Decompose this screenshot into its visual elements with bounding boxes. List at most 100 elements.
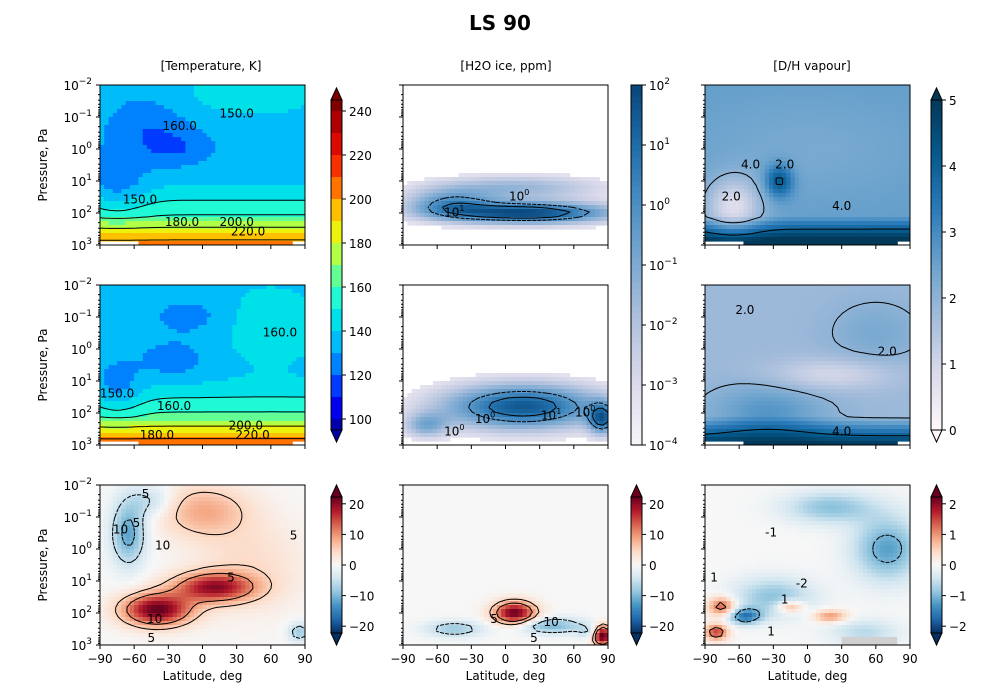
- colorbar-diff-h2o-ice: −20 −10 0 10 20: [630, 483, 674, 647]
- figure-title: LS 90: [469, 11, 531, 35]
- contour-line: [435, 618, 589, 635]
- contour-label: 4.0: [741, 158, 760, 172]
- y-axis: [399, 84, 403, 246]
- colorbar-tick-label: 100: [649, 197, 670, 213]
- x-tick-label: 0: [804, 652, 812, 666]
- y-axis-label: Pressure, Pa: [36, 129, 50, 202]
- colorbar-temperature: 100 120 140 160 180 200 220 240: [330, 86, 372, 444]
- colorbar-tick-label: 10−1: [649, 257, 678, 273]
- contour-label: 4.0: [832, 199, 851, 213]
- contour-label: 160.0: [163, 119, 197, 133]
- x-tick-label: 0: [502, 652, 510, 666]
- x-tick-label: −90: [390, 652, 415, 666]
- contour-line: [489, 598, 608, 645]
- y-tick-label: 10−1: [63, 509, 92, 525]
- panel-dh_top: 4.0 2.0 2.0 4.0: [701, 84, 911, 249]
- colorbar-tick-label: 240: [349, 105, 372, 119]
- contour-line: [100, 411, 305, 419]
- contour-label: 5: [147, 631, 155, 645]
- colorbar-extend-top: [330, 483, 343, 498]
- contour-label: 150.0: [123, 193, 157, 207]
- y-tick-label: 10−2: [63, 77, 92, 93]
- x-tick-label: −60: [122, 652, 147, 666]
- contour-label: 100: [444, 423, 464, 439]
- contour-label: -1: [765, 526, 777, 540]
- contour-label: 2.0: [878, 345, 897, 359]
- contour-line: [115, 491, 273, 631]
- contour-label: 2.0: [722, 190, 741, 204]
- column-header-temperature: [Temperature, K]: [161, 59, 262, 73]
- colorbar-tick-label: 120: [349, 369, 372, 383]
- colorbar-tick-label: 1: [949, 358, 957, 372]
- heatmap-cells: [100, 485, 305, 645]
- contour-line: [708, 602, 727, 638]
- contour-label: 200.0: [229, 418, 263, 432]
- y-axis: [701, 284, 705, 446]
- x-tick-label: −90: [692, 652, 717, 666]
- contour-line: [468, 391, 608, 430]
- contour-label: 220.0: [231, 225, 265, 239]
- x-axis: [704, 445, 911, 449]
- contour-lines: [100, 199, 305, 241]
- heatmap-cells: [100, 85, 305, 245]
- y-axis: [96, 484, 100, 646]
- panel-dh_mid: 2.0 2.0 4.0: [701, 284, 911, 449]
- x-axis: [704, 245, 911, 249]
- colorbar-h2o-ice: 10−4 10−3 10−2 10−1 100 101 102: [630, 77, 678, 453]
- colorbar-tick-label: 100: [349, 413, 372, 427]
- contour-label: 1: [781, 593, 789, 607]
- colorbar-tick-label: 2: [949, 292, 957, 306]
- x-tick-label: 30: [834, 652, 849, 666]
- y-tick-label: 102: [71, 605, 92, 621]
- y-axis: [96, 284, 100, 446]
- y-tick-label: 100: [71, 341, 92, 357]
- x-tick-label: −90: [87, 652, 112, 666]
- colorbar-tick-label: 200: [349, 193, 372, 207]
- y-tick-label: 102: [71, 405, 92, 421]
- contour-line: [100, 214, 305, 219]
- contour-line: [121, 519, 136, 546]
- colorbar-tick-label: 10: [349, 528, 364, 542]
- contour-lines: [708, 534, 902, 638]
- contour-line: [442, 202, 571, 219]
- colorbar-extend-bottom: [930, 429, 943, 444]
- contour-lines: [435, 598, 608, 645]
- contour-lines: [468, 391, 608, 430]
- colorbar-extend-top: [330, 86, 343, 101]
- colorbar-tick-label: −20: [649, 620, 674, 634]
- panel-ice_diff: 5 5 10 −90 −60 −30 0 30 60 90 Latitude, deg: [390, 484, 616, 683]
- colorbar-tick-label: −10: [349, 590, 374, 604]
- contour-lines: [100, 396, 305, 440]
- contour-lines: [427, 196, 590, 221]
- contour-label: 2.0: [775, 158, 794, 172]
- colorbar-tick-label: 3: [949, 226, 957, 240]
- x-axis-label: Latitude, deg: [466, 669, 546, 683]
- contour-line: [488, 396, 608, 426]
- contour-label: 100: [509, 188, 529, 204]
- panel-dh_diff: -1 1 -2 1 1 −90 −60 −30 0 30 60 90 Latitude, deg: [692, 484, 918, 683]
- colorbar-tick-label: 4: [949, 160, 957, 174]
- contour-label: 10: [155, 538, 170, 552]
- heatmap-cells: [100, 285, 305, 445]
- y-tick-label: 101: [71, 373, 92, 389]
- y-axis: [399, 284, 403, 446]
- colorbar-extend-bottom: [630, 632, 643, 647]
- colorbar-tick-label: 20: [649, 498, 664, 512]
- colorbar-frame: [930, 99, 943, 431]
- column-header-h2o-ice: [H2O ice, ppm]: [460, 59, 551, 73]
- x-axis-label: Latitude, deg: [163, 669, 243, 683]
- contour-label: 150.0: [100, 386, 134, 400]
- y-tick-label: 100: [71, 541, 92, 557]
- contour-line: [705, 171, 765, 224]
- contour-label: 180.0: [140, 428, 174, 442]
- y-tick-label: 10−2: [63, 477, 92, 493]
- colorbar-tick-label: −10: [649, 590, 674, 604]
- contour-label: 5: [290, 529, 298, 543]
- colorbar-tick-label: 101: [649, 137, 670, 153]
- contour-label: -2: [796, 577, 808, 591]
- contour-label: 100: [575, 404, 595, 420]
- colorbar-tick-label: 160: [349, 281, 372, 295]
- y-tick-label: 101: [71, 573, 92, 589]
- x-tick-label: 60: [868, 652, 883, 666]
